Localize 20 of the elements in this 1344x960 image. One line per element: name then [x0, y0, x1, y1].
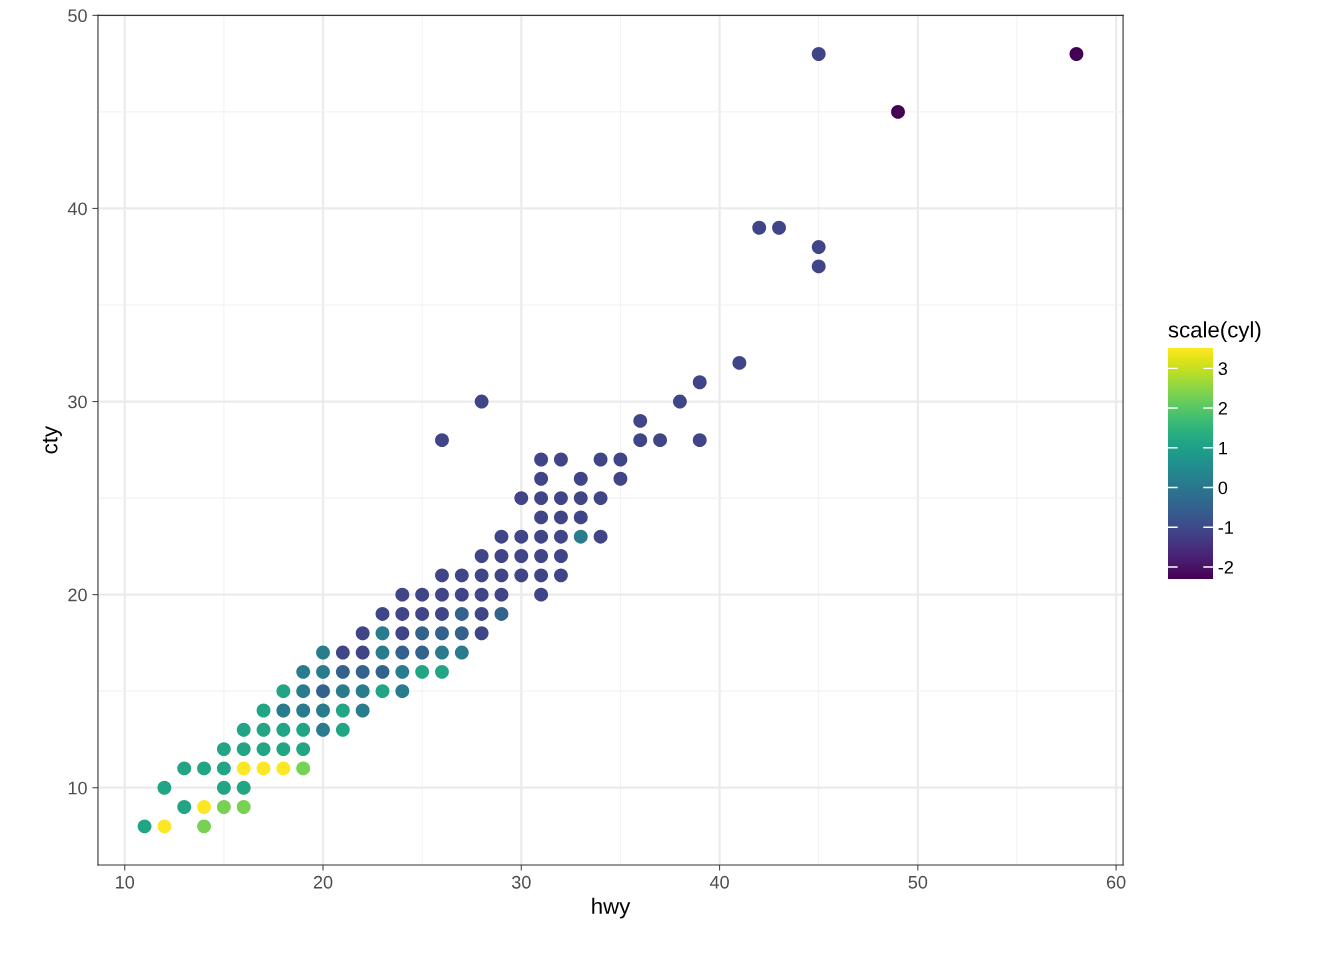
- color-bar-title: scale(cyl): [1168, 321, 1261, 342]
- x-tick-label: 40: [709, 875, 729, 889]
- x-tick-label: 30: [511, 875, 531, 889]
- color-bar-label: -1: [1218, 521, 1233, 534]
- x-tick-label: 10: [116, 875, 135, 889]
- color-bar-label: 0: [1218, 481, 1228, 495]
- color-bar-label: 1: [1219, 441, 1227, 455]
- x-tick-label: 20: [313, 875, 333, 889]
- x-tick-label: 60: [1106, 875, 1126, 889]
- y-tick-label: 40: [67, 202, 87, 216]
- x-axis-title: hwy: [592, 897, 631, 919]
- y-tick-label: 50: [68, 9, 87, 23]
- y-tick-label: 10: [68, 781, 87, 795]
- y-tick-label: 20: [68, 588, 87, 602]
- color-bar-label: 3: [1218, 362, 1228, 376]
- color-bar-label: -2: [1218, 560, 1233, 574]
- y-tick-label: 30: [68, 395, 87, 409]
- y-axis-title: cty: [42, 426, 62, 454]
- color-bar-label: 2: [1218, 402, 1227, 415]
- x-tick-label: 50: [908, 875, 928, 889]
